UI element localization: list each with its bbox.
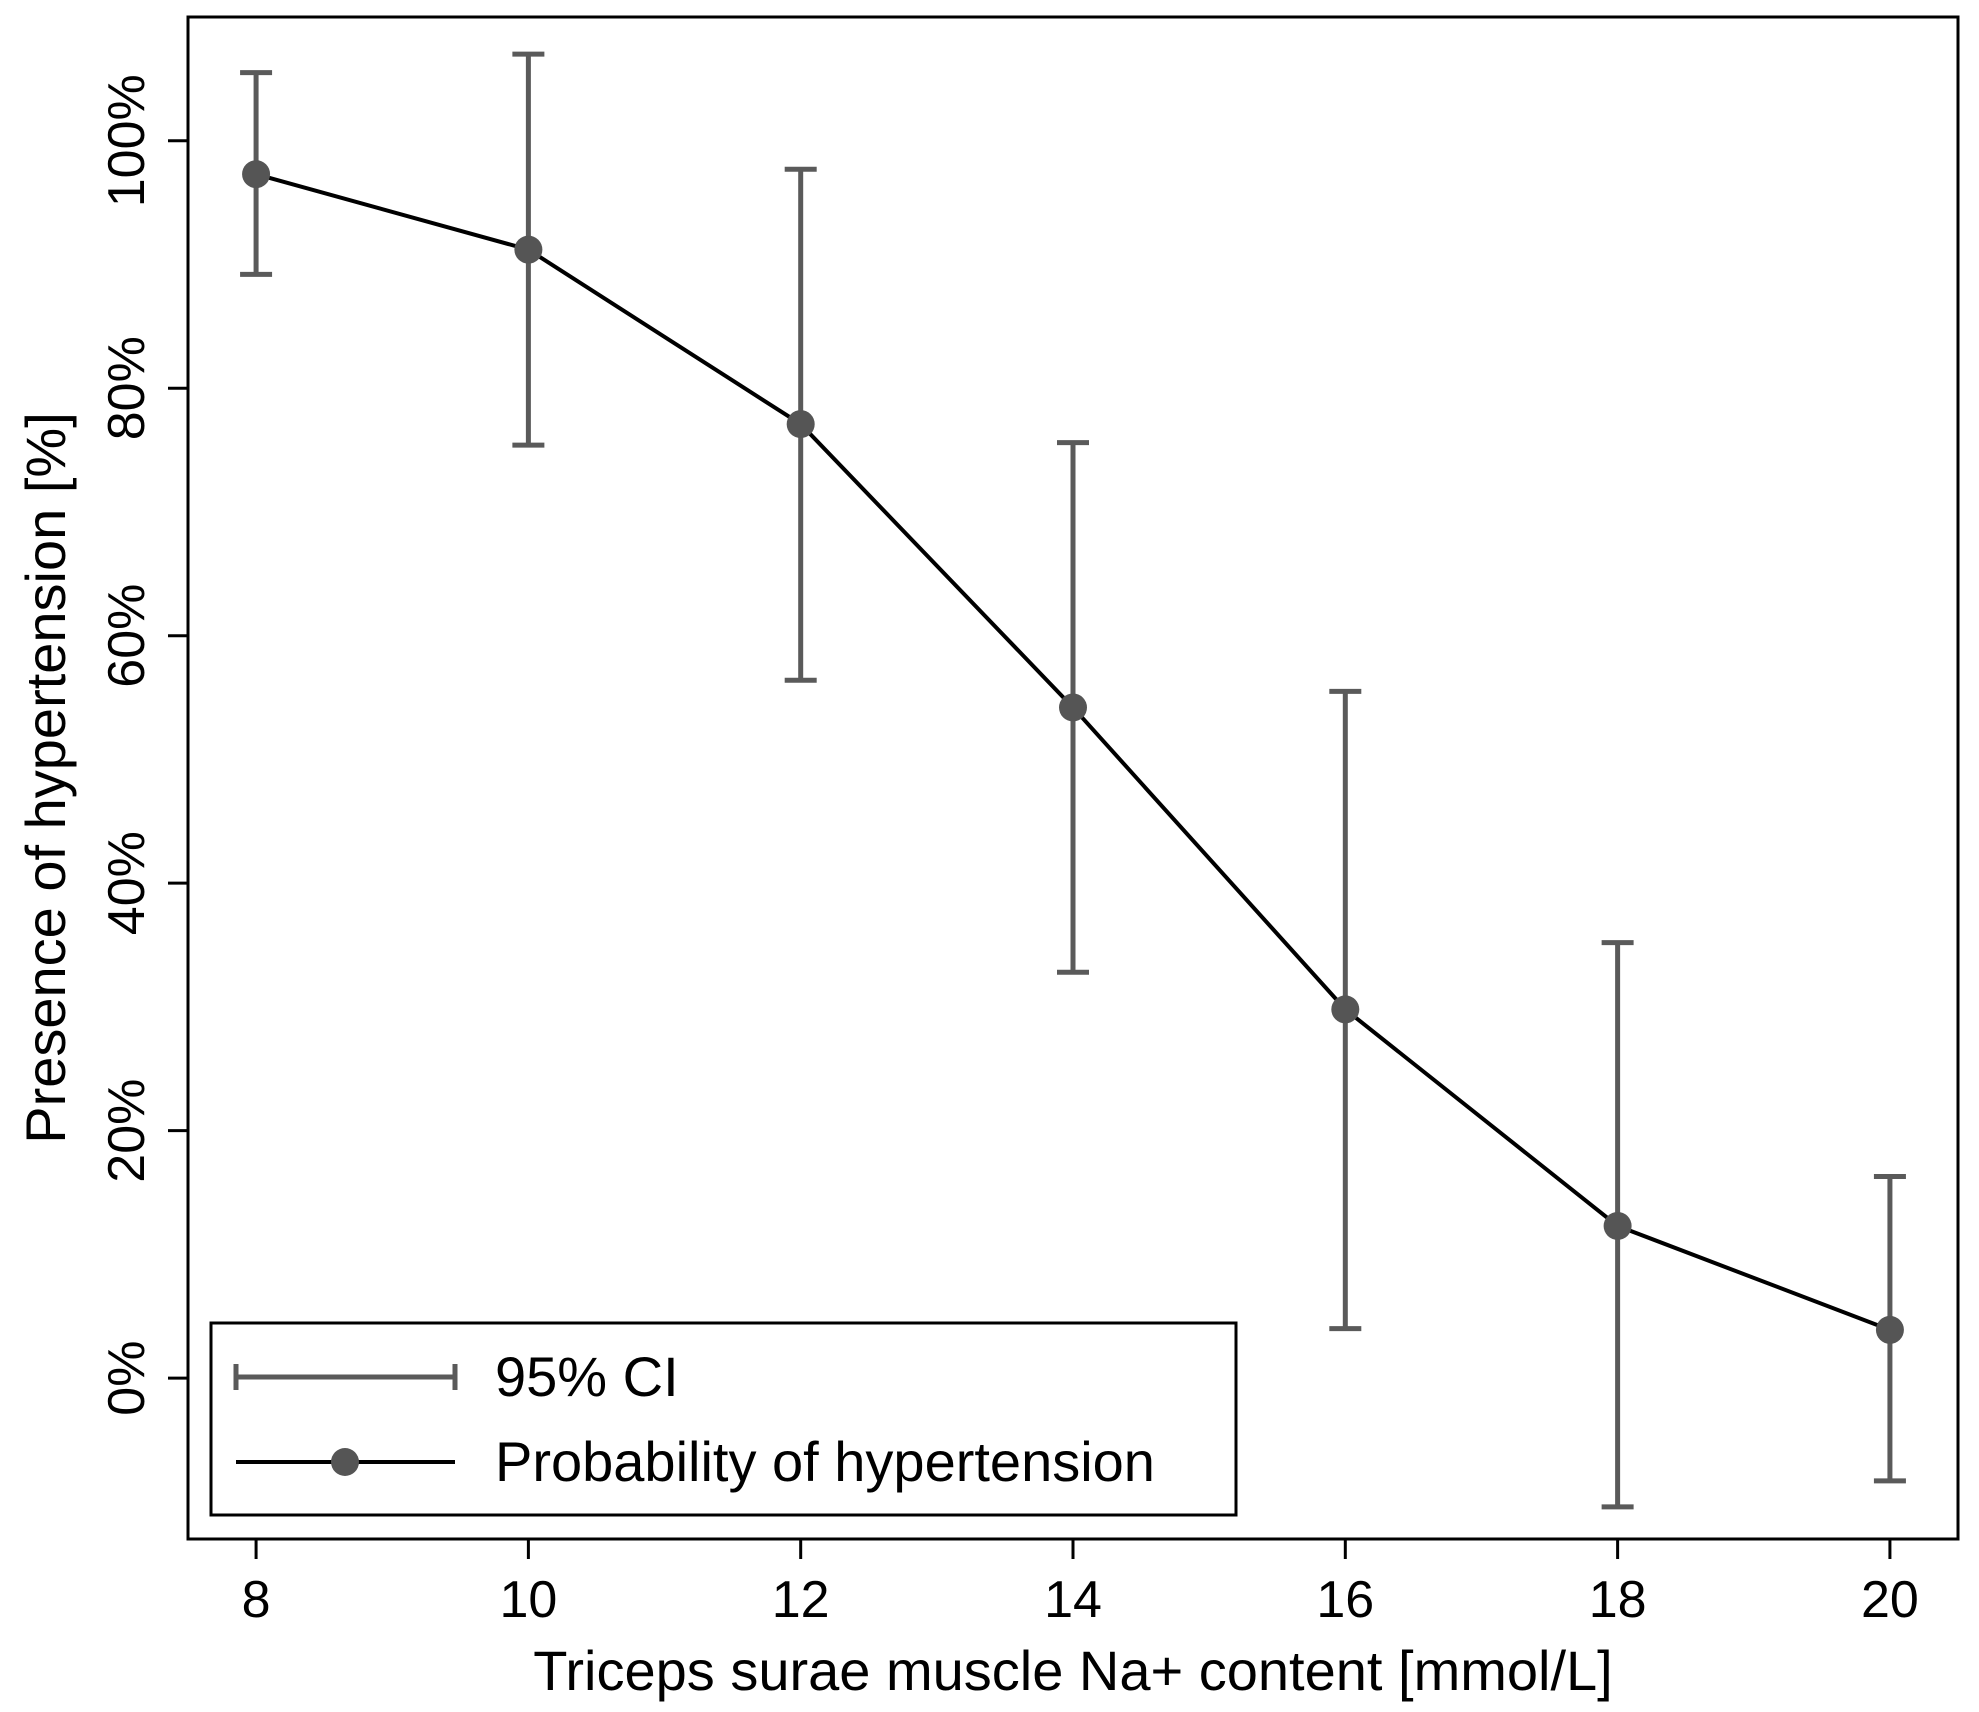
legend-box — [209, 1321, 1238, 1517]
markers — [242, 160, 1904, 1344]
ci-bars — [240, 51, 1906, 1510]
y-axis: 0% 20% 40% 60% 80% 100% — [98, 74, 188, 1416]
data-point — [514, 235, 543, 264]
x-axis: 8 10 12 14 16 18 20 — [242, 1539, 1919, 1629]
legend: 95% CI Probability of hypertension — [209, 1321, 1238, 1517]
data-point — [1331, 995, 1360, 1024]
x-tick-label: 14 — [1044, 1571, 1102, 1629]
y-tick-label: 60% — [98, 584, 156, 688]
y-tick-label: 0% — [98, 1341, 156, 1416]
y-tick-label: 40% — [98, 831, 156, 935]
data-point — [1875, 1315, 1904, 1344]
y-tick-label: 20% — [98, 1079, 156, 1183]
x-tick-label: 12 — [772, 1571, 830, 1629]
data-point — [1059, 693, 1087, 722]
y-tick-label: 100% — [98, 74, 156, 207]
x-tick-label: 10 — [499, 1571, 557, 1629]
x-axis-title: Triceps surae muscle Na+ content [mmol/L… — [533, 1639, 1612, 1702]
legend-ci-label: 95% CI — [495, 1345, 679, 1408]
data-point — [786, 410, 815, 439]
x-tick-label: 18 — [1589, 1571, 1647, 1629]
y-axis-title: Presence of hypertension [%] — [14, 412, 77, 1144]
x-tick-label: 8 — [242, 1571, 271, 1629]
y-tick-label: 80% — [98, 336, 156, 440]
data-point — [242, 160, 271, 189]
x-tick-label: 20 — [1861, 1571, 1919, 1629]
legend-line-symbol — [236, 1448, 455, 1476]
legend-line-label: Probability of hypertension — [495, 1430, 1155, 1493]
data-point — [1603, 1211, 1632, 1240]
legend-ci-symbol — [233, 1364, 458, 1390]
x-tick-label: 16 — [1316, 1571, 1374, 1629]
